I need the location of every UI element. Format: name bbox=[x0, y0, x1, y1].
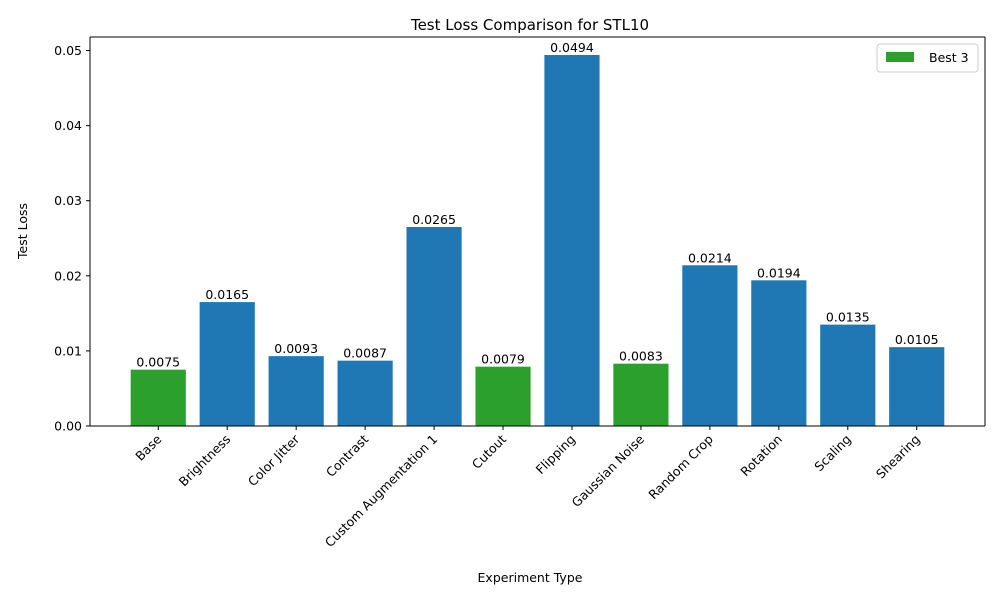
y-tick-label: 0.01 bbox=[54, 343, 82, 358]
x-tick-label: Gaussian Noise bbox=[569, 431, 648, 510]
bar-value-label: 0.0214 bbox=[688, 250, 732, 265]
bar-cutout bbox=[475, 366, 531, 426]
bar-value-label: 0.0079 bbox=[481, 352, 525, 367]
bar-value-label: 0.0093 bbox=[274, 341, 318, 356]
bar-contrast bbox=[337, 360, 393, 426]
bar-value-label: 0.0494 bbox=[550, 40, 594, 55]
bar-value-label: 0.0105 bbox=[895, 332, 939, 347]
bar-value-label: 0.0075 bbox=[136, 355, 180, 370]
bar-rotation bbox=[751, 280, 807, 426]
bar-value-label: 0.0135 bbox=[826, 310, 870, 325]
bars-layer: 0.0075 0.0165 0.0093 0.0087 0.0265 0.0079 0.04… bbox=[130, 40, 945, 427]
x-tick-label: Contrast bbox=[323, 431, 371, 479]
legend-label-best-3: Best 3 bbox=[929, 50, 969, 65]
x-tick-label: Custom Augmentation 1 bbox=[322, 432, 440, 550]
x-tick-label: Scaling bbox=[811, 432, 854, 475]
legend-box bbox=[876, 43, 979, 73]
x-tick-label: Color Jitter bbox=[245, 431, 303, 489]
bar-gaussian-noise bbox=[613, 363, 669, 426]
y-tick-label: 0.00 bbox=[54, 419, 82, 434]
x-tick-label: Shearing bbox=[873, 432, 923, 482]
y-axis-label: Test Loss bbox=[15, 203, 30, 260]
y-tick-label: 0.05 bbox=[54, 43, 82, 58]
bar-color-jitter bbox=[268, 356, 324, 426]
bar-base bbox=[130, 369, 186, 426]
bar-scaling bbox=[820, 324, 876, 426]
bar-shearing bbox=[889, 347, 945, 426]
y-tick-label: 0.03 bbox=[54, 193, 82, 208]
x-tick-label: Brightness bbox=[176, 432, 234, 490]
y-tick-label: 0.04 bbox=[54, 118, 82, 133]
bar-random-crop bbox=[682, 265, 738, 426]
legend: Best 3 bbox=[876, 43, 979, 73]
bar-custom-augmentation-1 bbox=[406, 226, 462, 426]
bar-value-label: 0.0194 bbox=[757, 265, 801, 280]
x-tick-label: Flipping bbox=[533, 432, 578, 477]
bar-value-label: 0.0083 bbox=[619, 349, 663, 364]
x-tick-label: Rotation bbox=[737, 432, 785, 480]
y-tick-label: 0.02 bbox=[54, 268, 82, 283]
chart-title: Test Loss Comparison for STL10 bbox=[410, 16, 649, 34]
bar-value-label: 0.0165 bbox=[205, 287, 249, 302]
legend-swatch bbox=[886, 52, 914, 62]
x-tick-label: Cutout bbox=[469, 431, 509, 471]
bar-brightness bbox=[199, 302, 255, 426]
x-axis-label: Experiment Type bbox=[478, 570, 583, 585]
x-tick-label: Base bbox=[132, 431, 164, 463]
bar-value-label: 0.0087 bbox=[343, 346, 387, 361]
bar-value-label: 0.0265 bbox=[412, 212, 456, 227]
bar-flipping bbox=[544, 55, 600, 427]
x-tick-label: Random Crop bbox=[645, 431, 716, 502]
